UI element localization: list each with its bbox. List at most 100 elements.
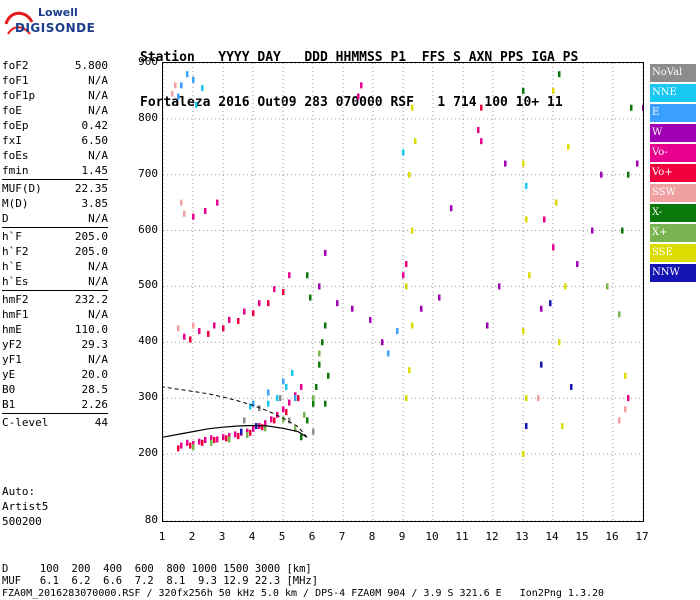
polarization-legend: NoVal NNE E W Vo- Vo+ SSW X- X+ SSE NNW	[650, 64, 696, 284]
echo-point-ssw	[174, 82, 177, 89]
param-name: h`E	[2, 260, 22, 273]
echo-point-nne	[291, 369, 294, 376]
param-row: h`F2 205.0	[2, 244, 108, 259]
echo-point-sse	[561, 423, 564, 430]
param-value: N/A	[88, 353, 108, 366]
x-tick-label: 1	[158, 530, 166, 543]
x-tick-label: 9	[398, 530, 406, 543]
station-header: Station YYYY DAY DDD HHMMSS P1 FFS S AXN…	[140, 20, 578, 125]
param-row: foE N/A	[2, 103, 108, 118]
echo-point-vo	[273, 286, 276, 293]
legend-item: NNE	[650, 84, 696, 102]
legend-item: SSE	[650, 244, 696, 262]
y-tick-label: 500	[138, 278, 158, 292]
param-name: C-level	[2, 416, 49, 429]
echo-point-e	[192, 76, 195, 83]
echo-point-w	[420, 305, 423, 312]
legend-item: NNW	[650, 264, 696, 282]
header-values: Fortaleza 2016 Out09 283 070000 RSF 1 71…	[140, 95, 563, 110]
echo-point-w	[438, 294, 441, 301]
param-name: h`Es	[2, 275, 29, 288]
echo-point-nne	[249, 403, 252, 410]
param-row: foF2 5.800	[2, 58, 108, 73]
divider	[2, 227, 108, 228]
divider	[2, 290, 108, 291]
echo-point-ssw	[624, 406, 627, 413]
echo-point-nne	[276, 395, 279, 402]
param-row: fxI 6.50	[2, 133, 108, 148]
param-name: foF1p	[2, 89, 36, 102]
echo-point-noval	[312, 428, 315, 435]
param-value: 1.45	[81, 164, 109, 177]
echo-point-vo	[357, 93, 360, 100]
x-tick-label: 14	[545, 530, 559, 543]
echo-point-x	[210, 439, 213, 446]
echo-point-vo	[225, 435, 228, 442]
echo-point-x	[309, 294, 312, 301]
ionogram-plot[interactable]	[162, 62, 645, 522]
legend-item: Vo+	[650, 164, 696, 182]
echo-point-vo	[189, 336, 192, 343]
echo-point-w	[636, 160, 639, 167]
legend-item: X+	[650, 224, 696, 242]
echo-point-vo	[270, 416, 273, 423]
echo-point-vo	[360, 82, 363, 89]
echo-point-w	[591, 227, 594, 234]
echo-point-sse	[552, 87, 555, 94]
param-name: M(D)	[2, 197, 29, 210]
param-name: B1	[2, 398, 16, 411]
param-row: fmin 1.45	[2, 163, 108, 178]
ionogram-canvas[interactable]	[162, 62, 645, 522]
x-tick-label: 5	[278, 530, 286, 543]
echo-point-x	[324, 322, 327, 329]
x-tick-label: 7	[338, 530, 346, 543]
header-labels: Station YYYY DAY DDD HHMMSS P1 FFS S AXN…	[140, 50, 579, 65]
param-value: 3.85	[81, 197, 109, 210]
echo-point-vo	[222, 434, 225, 441]
param-row: B1 2.26	[2, 397, 108, 412]
param-name: foEp	[2, 119, 29, 132]
y-tick-label: 900	[138, 55, 158, 68]
legend-item: X-	[650, 204, 696, 222]
echo-point-w	[381, 339, 384, 346]
echo-point-sse	[528, 272, 531, 279]
divider	[2, 179, 108, 180]
echo-point-w	[336, 300, 339, 307]
echo-point-nnw	[525, 423, 528, 430]
param-value: N/A	[88, 308, 108, 321]
echo-point-vo	[180, 442, 183, 449]
echo-point-x	[312, 400, 315, 407]
echo-point-noval	[288, 417, 291, 424]
echo-point-x	[306, 272, 309, 279]
echo-point-vo	[477, 127, 480, 134]
param-value: N/A	[88, 260, 108, 273]
echo-point-x	[630, 104, 633, 111]
echo-point-w	[318, 283, 321, 290]
electron-density-profile	[162, 424, 308, 438]
echo-point-vo	[243, 308, 246, 315]
param-value: N/A	[88, 212, 108, 225]
param-row: h`F 205.0	[2, 229, 108, 244]
echo-point-sse	[411, 322, 414, 329]
echo-point-noval	[279, 395, 282, 402]
echo-point-vo	[246, 428, 249, 435]
param-row-clevel: C-level 44	[2, 415, 108, 430]
distance-row: D 100 200 400 600 800 1000 1500 3000 [km…	[2, 563, 312, 575]
echo-point-nne	[402, 149, 405, 156]
param-row: M(D) 3.85	[2, 196, 108, 211]
echo-point-vo	[216, 199, 219, 206]
param-row: foEp 0.42	[2, 118, 108, 133]
x-tick-label: 13	[515, 530, 529, 543]
param-name: D	[2, 212, 9, 225]
y-tick-label: 300	[138, 390, 158, 404]
legend-item: E	[650, 104, 696, 122]
echo-point-vo	[228, 433, 231, 440]
param-name: B0	[2, 383, 16, 396]
param-row: MUF(D) 22.35	[2, 181, 108, 196]
x-tick-label: 10	[425, 530, 439, 543]
param-value: 29.3	[81, 338, 109, 351]
echo-point-vo	[198, 438, 201, 445]
echo-point-e	[387, 350, 390, 357]
param-row: h`Es N/A	[2, 274, 108, 289]
echo-point-vo	[264, 420, 267, 427]
